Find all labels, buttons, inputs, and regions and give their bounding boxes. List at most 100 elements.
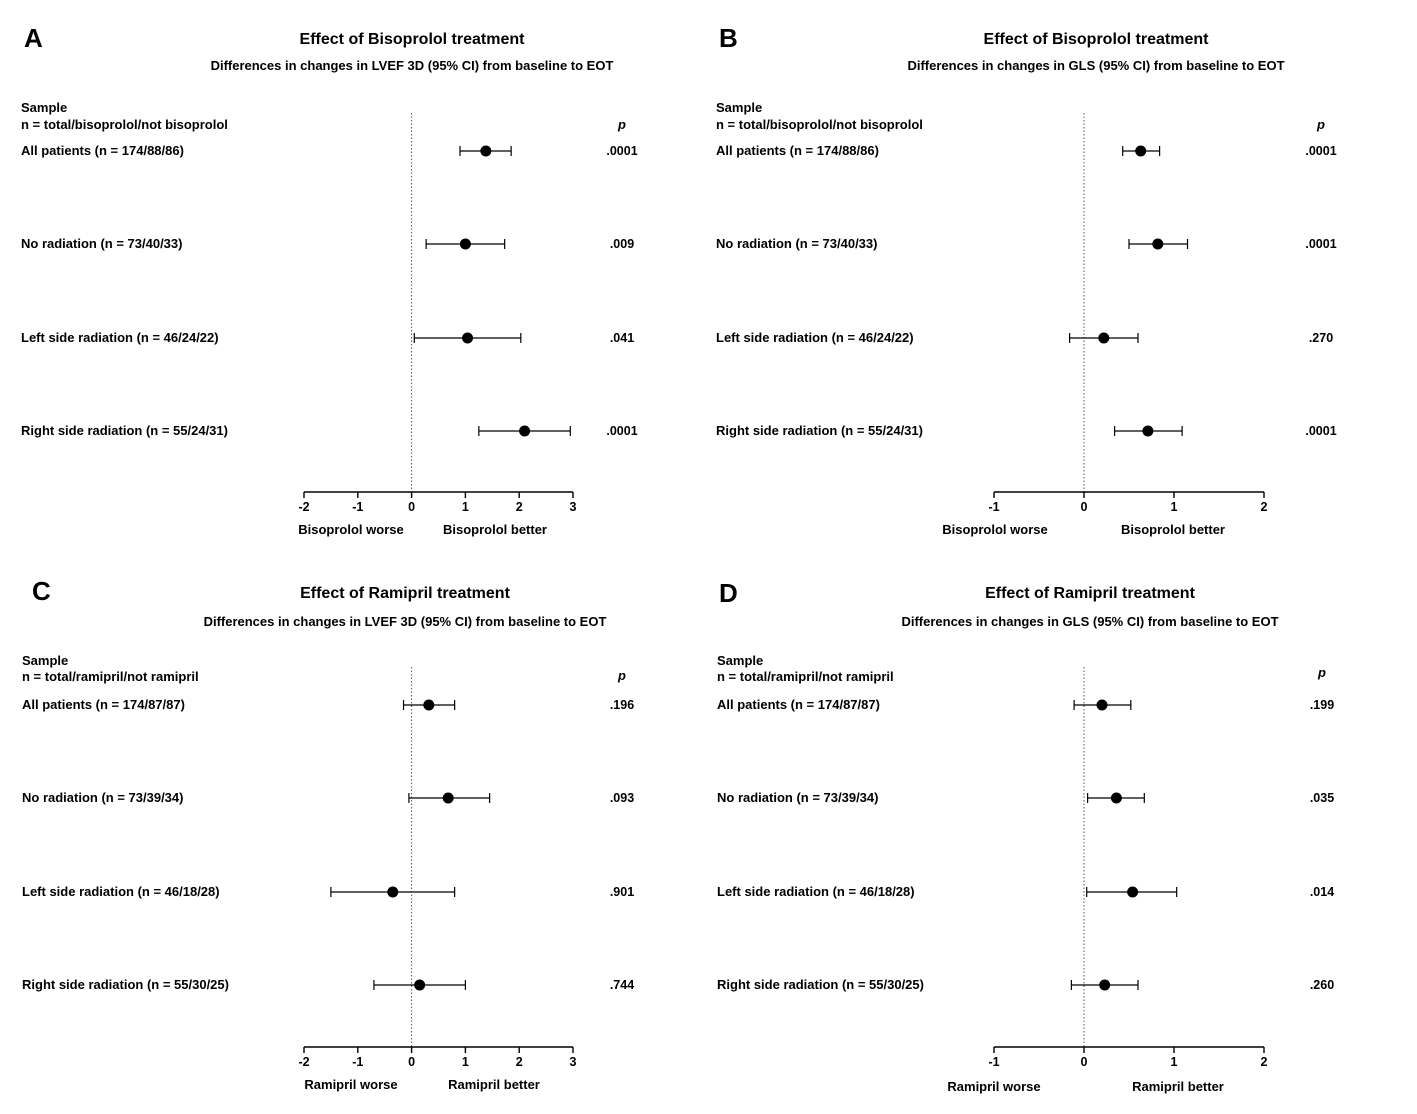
point-estimate: [423, 699, 435, 711]
forest-row: Right side radiation (n = 55/24/31) .0001: [21, 423, 638, 438]
p-value: .0001: [606, 144, 637, 158]
point-estimate: [1127, 886, 1139, 898]
sample-header: Sample: [21, 100, 67, 115]
x-tick-label: 0: [1081, 1055, 1088, 1069]
panel-letter: A: [24, 23, 43, 53]
sample-header: Sample: [22, 653, 68, 668]
p-value: .035: [1310, 791, 1334, 805]
forest-row: All patients (n = 174/88/86) .0001: [21, 143, 638, 158]
forest-row: No radiation (n = 73/40/33) .009: [21, 236, 634, 251]
x-tick-label: -1: [988, 500, 999, 514]
row-label: All patients (n = 174/87/87): [22, 697, 185, 712]
row-label: Right side radiation (n = 55/24/31): [21, 423, 228, 438]
point-estimate: [462, 332, 474, 344]
point-estimate: [1099, 979, 1111, 991]
forest-row: No radiation (n = 73/39/34) .035: [717, 790, 1334, 805]
worse-label: Bisoprolol worse: [298, 522, 403, 537]
row-label: All patients (n = 174/88/86): [21, 143, 184, 158]
point-estimate: [1135, 145, 1147, 157]
panel-subtitle: Differences in changes in LVEF 3D (95% C…: [204, 614, 607, 629]
row-label: Left side radiation (n = 46/18/28): [717, 884, 915, 899]
panel-title: Effect of Ramipril treatment: [985, 585, 1195, 602]
p-value: .0001: [1305, 424, 1336, 438]
point-estimate: [387, 886, 399, 898]
x-tick-label: 3: [570, 500, 577, 514]
point-estimate: [414, 979, 426, 991]
x-tick-label: -1: [352, 1055, 363, 1069]
row-label: No radiation (n = 73/39/34): [22, 790, 183, 805]
panel-d: D Effect of Ramipril treatment Differences…: [717, 578, 1334, 1094]
x-tick-label: 0: [1081, 500, 1088, 514]
p-value: .901: [610, 885, 634, 899]
panel-title: Effect of Bisoprolol treatment: [984, 31, 1210, 48]
worse-label: Ramipril worse: [304, 1077, 397, 1092]
row-label: Right side radiation (n = 55/30/25): [717, 977, 924, 992]
point-estimate: [480, 145, 492, 157]
p-value: .0001: [606, 424, 637, 438]
p-header: p: [617, 668, 626, 683]
x-tick-label: -2: [298, 1055, 309, 1069]
p-value: .009: [610, 237, 634, 251]
n-header: n = total/ramipril/not ramipril: [717, 669, 894, 684]
better-label: Bisoprolol better: [1121, 522, 1225, 537]
x-tick-label: 0: [408, 500, 415, 514]
point-estimate: [519, 425, 531, 437]
better-label: Ramipril better: [448, 1077, 540, 1092]
sample-header: Sample: [717, 653, 763, 668]
point-estimate: [1110, 792, 1122, 804]
better-label: Bisoprolol better: [443, 522, 547, 537]
panel-subtitle: Differences in changes in GLS (95% CI) f…: [907, 58, 1284, 73]
p-value: .270: [1309, 331, 1333, 345]
row-label: No radiation (n = 73/40/33): [21, 236, 182, 251]
better-label: Ramipril better: [1132, 1079, 1224, 1094]
row-label: No radiation (n = 73/40/33): [716, 236, 877, 251]
p-value: .0001: [1305, 144, 1336, 158]
p-value: .093: [610, 791, 634, 805]
point-estimate: [1098, 332, 1110, 344]
row-label: All patients (n = 174/87/87): [717, 697, 880, 712]
p-value: .199: [1310, 698, 1334, 712]
forest-row: Right side radiation (n = 55/30/25) .260: [717, 977, 1334, 992]
p-value: .014: [1310, 885, 1334, 899]
worse-label: Ramipril worse: [947, 1079, 1040, 1094]
row-label: Left side radiation (n = 46/24/22): [21, 330, 219, 345]
forest-row: Left side radiation (n = 46/24/22) .041: [21, 330, 634, 345]
p-value: .196: [610, 698, 634, 712]
panel-subtitle: Differences in changes in LVEF 3D (95% C…: [211, 58, 614, 73]
x-tick-label: 2: [516, 500, 523, 514]
n-header: n = total/bisoprolol/not bisoprolol: [716, 117, 923, 132]
forest-row: Left side radiation (n = 46/18/28) .014: [717, 884, 1334, 899]
x-tick-label: 1: [1171, 1055, 1178, 1069]
point-estimate: [442, 792, 454, 804]
x-tick-label: -1: [352, 500, 363, 514]
row-label: Left side radiation (n = 46/24/22): [716, 330, 914, 345]
panel-b: B Effect of Bisoprolol treatment Differenc…: [716, 23, 1337, 537]
forest-row: All patients (n = 174/87/87) .196: [22, 697, 634, 712]
x-tick-label: 2: [516, 1055, 523, 1069]
n-header: n = total/ramipril/not ramipril: [22, 669, 199, 684]
row-label: Right side radiation (n = 55/24/31): [716, 423, 923, 438]
p-value: .744: [610, 978, 634, 992]
forest-row: Left side radiation (n = 46/24/22) .270: [716, 330, 1333, 345]
panel-letter: D: [719, 578, 738, 608]
panel-subtitle: Differences in changes in GLS (95% CI) f…: [901, 614, 1278, 629]
x-tick-label: 1: [462, 500, 469, 514]
panel-title: Effect of Ramipril treatment: [300, 585, 510, 602]
forest-row: All patients (n = 174/88/86) .0001: [716, 143, 1337, 158]
forest-row: No radiation (n = 73/40/33) .0001: [716, 236, 1337, 251]
p-header: p: [1316, 117, 1325, 132]
point-estimate: [1142, 425, 1154, 437]
x-tick-label: 2: [1261, 1055, 1268, 1069]
x-tick-label: 1: [462, 1055, 469, 1069]
point-estimate: [1152, 238, 1164, 250]
sample-header: Sample: [716, 100, 762, 115]
x-tick-label: 1: [1171, 500, 1178, 514]
p-value: .260: [1310, 978, 1334, 992]
point-estimate: [1096, 699, 1108, 711]
panel-title: Effect of Bisoprolol treatment: [300, 31, 526, 48]
panel-letter: B: [719, 23, 738, 53]
p-header: p: [1317, 665, 1326, 680]
forest-row: All patients (n = 174/87/87) .199: [717, 697, 1334, 712]
row-label: Left side radiation (n = 46/18/28): [22, 884, 220, 899]
